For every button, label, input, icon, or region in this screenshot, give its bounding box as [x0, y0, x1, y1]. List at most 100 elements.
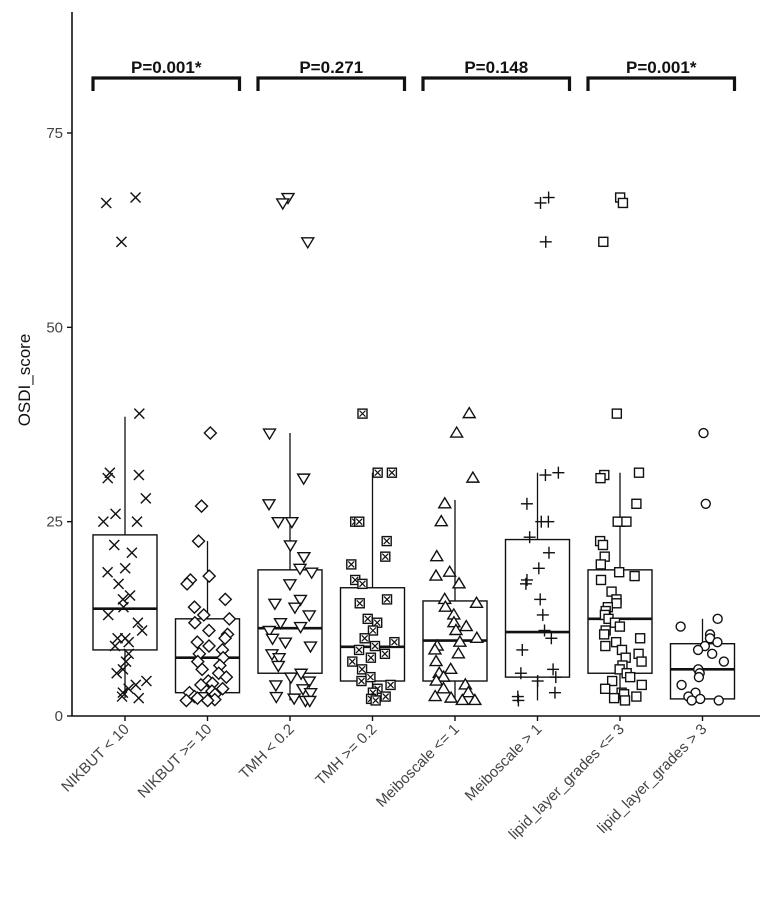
data-point [190, 691, 205, 706]
point-mark [355, 646, 363, 654]
point-mark [619, 695, 631, 706]
point-mark [293, 621, 308, 634]
point-mark [102, 472, 114, 484]
data-point [202, 569, 217, 584]
data-point [190, 635, 205, 650]
point-mark [437, 496, 452, 509]
point-mark [611, 408, 623, 419]
data-point [202, 639, 217, 654]
data-point [428, 568, 444, 581]
point-mark [283, 672, 299, 685]
point-mark [595, 574, 607, 586]
point-mark [190, 691, 205, 706]
significance-bracket: P=0.001* [586, 58, 737, 91]
point-mark [112, 632, 124, 644]
x-tick-label: NIKBUT < 10 [58, 721, 133, 796]
y-tick-label: 25 [46, 514, 63, 531]
point-mark [700, 498, 711, 509]
point-mark [617, 197, 629, 209]
point-mark [595, 559, 607, 570]
data-point [117, 601, 129, 613]
point-mark [461, 406, 477, 419]
data-point [624, 671, 636, 683]
point-mark [600, 640, 611, 652]
data-point [102, 472, 114, 484]
data-point [675, 621, 686, 632]
data-point [109, 640, 121, 652]
data-point [356, 664, 368, 675]
data-point [97, 516, 109, 528]
data-point [542, 191, 555, 204]
point-mark [117, 687, 129, 699]
data-point [469, 630, 485, 643]
data-point [380, 691, 391, 702]
bracket-line [91, 76, 242, 91]
point-mark [262, 428, 277, 441]
data-point [201, 623, 216, 638]
bracket-line [586, 76, 737, 91]
point-mark [131, 516, 143, 528]
data-point [629, 570, 640, 582]
point-mark [124, 590, 136, 602]
data-point [110, 508, 122, 520]
data-point [187, 615, 202, 630]
point-mark [287, 602, 303, 615]
data-point [218, 631, 233, 646]
data-point [123, 636, 135, 648]
data-point [706, 648, 718, 660]
point-mark [123, 648, 135, 660]
point-mark [631, 691, 642, 702]
point-mark [109, 640, 121, 652]
x-tick-label: TMH < 0.2 [236, 721, 298, 783]
data-point [381, 594, 393, 605]
data-point [347, 656, 358, 667]
data-point [520, 497, 533, 510]
point-mark [130, 192, 142, 204]
data-point [442, 564, 457, 577]
data-point [631, 498, 642, 509]
data-point [465, 470, 481, 483]
data-point [534, 196, 547, 209]
y-axis-label: OSDI_score [15, 334, 34, 427]
point-mark [293, 668, 309, 681]
data-point [262, 428, 277, 441]
point-mark [218, 592, 233, 607]
point-mark [108, 539, 120, 551]
data-point [380, 551, 391, 562]
data-point [469, 595, 484, 608]
point-mark [436, 681, 451, 694]
point-mark [429, 673, 444, 686]
point-mark [304, 567, 319, 580]
data-point [598, 629, 610, 640]
data-point [443, 690, 459, 703]
y-tick-label: 0 [55, 708, 63, 725]
data-point [385, 679, 396, 691]
data-point [428, 654, 444, 667]
point-mark [136, 624, 148, 636]
data-point [203, 426, 218, 441]
data-point [278, 637, 293, 650]
point-mark [215, 681, 230, 696]
data-point [265, 633, 280, 646]
data-point [536, 608, 549, 621]
point-mark [364, 615, 372, 623]
data-point [304, 567, 319, 580]
box-5 [504, 472, 571, 701]
point-mark [356, 599, 364, 607]
data-point [180, 576, 195, 591]
point-mark [271, 660, 286, 673]
data-point [115, 236, 127, 248]
data-point [606, 675, 618, 687]
p-value-label: P=0.271 [299, 58, 363, 77]
point-mark [116, 691, 128, 703]
point-mark [347, 560, 355, 568]
box-iqr [504, 538, 571, 678]
data-point [195, 662, 210, 677]
data-point [113, 578, 125, 590]
point-mark [612, 516, 623, 527]
data-point [267, 598, 283, 611]
data-point [548, 686, 561, 699]
data-point [130, 192, 142, 204]
point-mark [120, 656, 132, 668]
point-mark [180, 576, 195, 591]
